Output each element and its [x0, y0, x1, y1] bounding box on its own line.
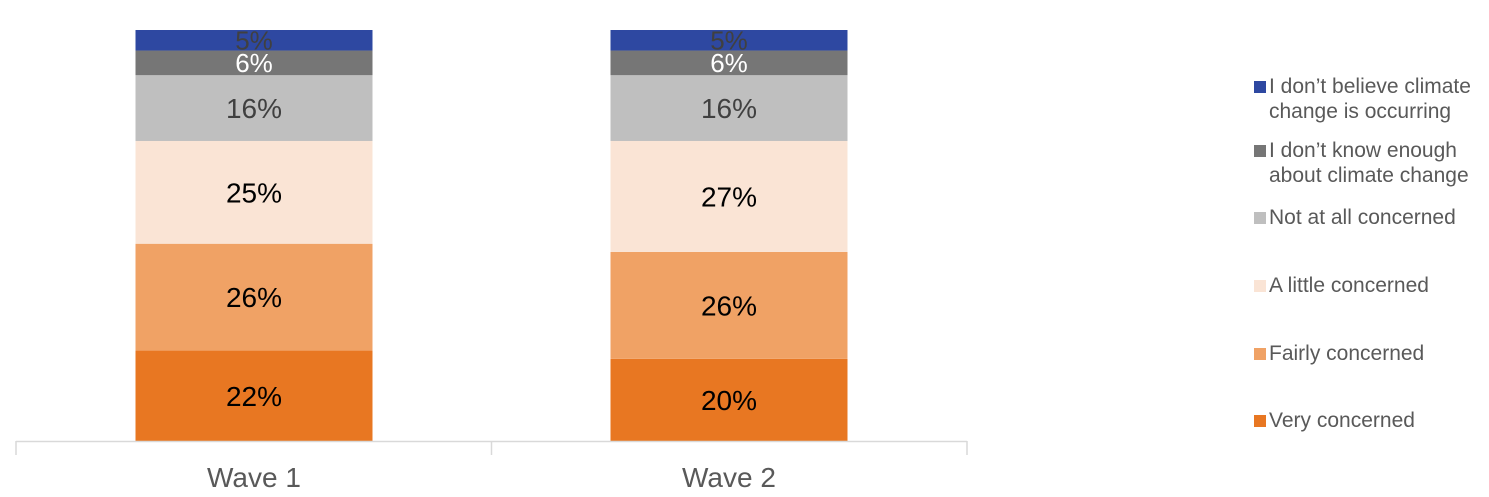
legend-swatch — [1254, 212, 1266, 224]
legend-item: Very concerned — [1254, 408, 1484, 433]
legend-swatch — [1254, 280, 1266, 292]
legend-swatch — [1254, 81, 1266, 93]
bar-segment — [610, 358, 848, 441]
legend-item: I don’t believe climate change is occurr… — [1254, 74, 1484, 124]
bar-segment — [135, 50, 373, 76]
bar-segment — [610, 30, 848, 51]
legend-label: Not at all concerned — [1269, 206, 1456, 229]
data-label: 27% — [701, 181, 757, 212]
legend-item: Not at all concerned — [1254, 205, 1484, 230]
data-label: 16% — [701, 93, 757, 124]
bar-segment — [135, 75, 373, 141]
bar-segment — [610, 251, 848, 359]
legend-label: Fairly concerned — [1269, 342, 1425, 365]
legend-label: Very concerned — [1269, 409, 1415, 432]
data-labels-group: 22%26%25%16%6%5%20%26%27%16%6%5% — [226, 25, 757, 416]
legend-swatch — [1254, 145, 1266, 157]
legend-label: I don’t know enough about climate change — [1269, 139, 1469, 187]
x-tick-label: Wave 2 — [682, 462, 776, 493]
data-label: 6% — [235, 48, 273, 78]
data-label: 26% — [226, 282, 282, 313]
bar-segment — [135, 243, 373, 351]
data-label: 5% — [235, 25, 273, 55]
data-label: 20% — [701, 385, 757, 416]
bar-segment — [610, 50, 848, 76]
legend-swatch — [1254, 348, 1266, 360]
x-tick-labels: Wave 1 Wave 2 — [207, 462, 776, 493]
legend-item: A little concerned — [1254, 273, 1484, 298]
bar-segment — [610, 75, 848, 141]
x-axis — [15, 440, 968, 455]
bars-group — [135, 30, 848, 441]
bar-segment — [135, 30, 373, 51]
data-label: 5% — [710, 25, 748, 55]
legend-item: I don’t know enough about climate change — [1254, 138, 1484, 188]
data-label: 25% — [226, 177, 282, 208]
data-label: 16% — [226, 93, 282, 124]
bar-segment — [135, 350, 373, 441]
bar-segment — [135, 140, 373, 244]
legend-label: A little concerned — [1269, 274, 1429, 297]
legend-item: Fairly concerned — [1254, 341, 1484, 366]
legend-swatch — [1254, 415, 1266, 427]
data-label: 22% — [226, 381, 282, 412]
x-tick-label: Wave 1 — [207, 462, 301, 493]
data-label: 26% — [701, 290, 757, 321]
legend-label: I don’t believe climate change is occurr… — [1269, 75, 1471, 123]
bar-segment — [610, 140, 848, 252]
data-label: 6% — [710, 48, 748, 78]
